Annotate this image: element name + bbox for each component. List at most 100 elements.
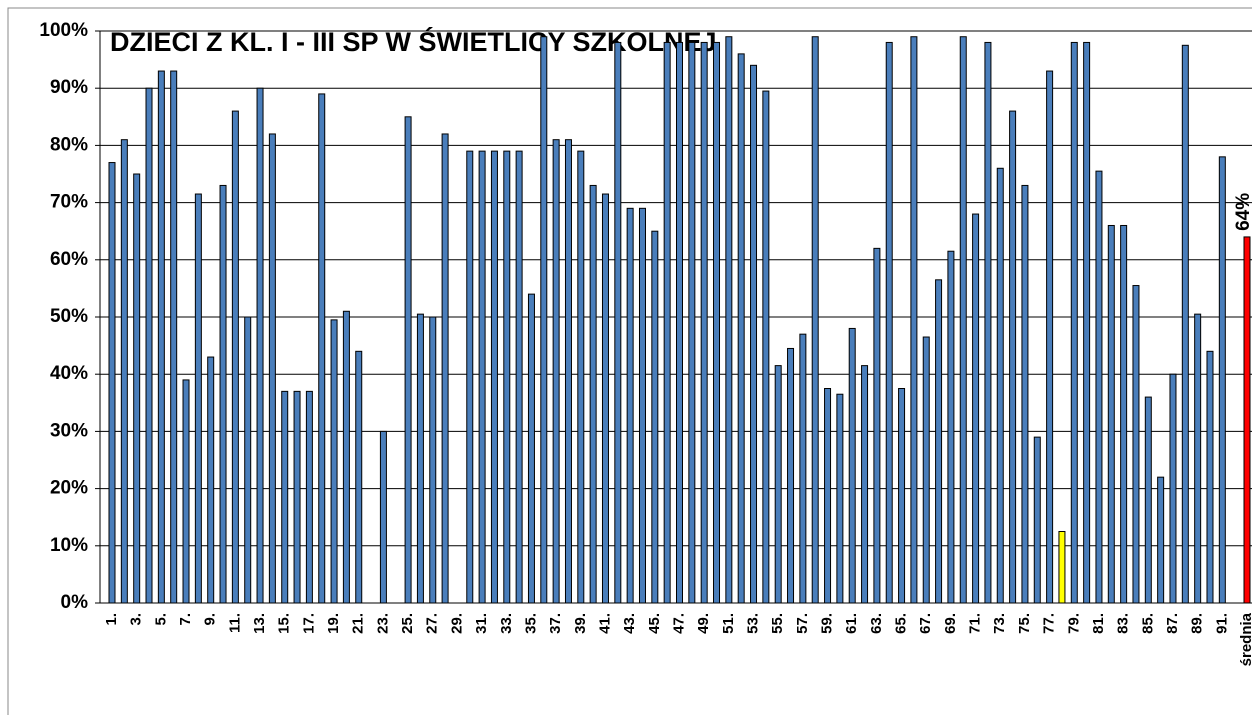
bar — [1033, 436, 1041, 604]
bar — [638, 207, 646, 604]
bar — [108, 162, 116, 604]
x-tick-label: 83. — [1115, 613, 1132, 634]
y-tick-label: 70% — [50, 192, 88, 213]
x-tick-label: 33. — [498, 613, 515, 634]
bar — [503, 150, 511, 604]
x-tick-label: 53. — [744, 613, 761, 634]
bar — [737, 53, 745, 604]
bar — [947, 250, 955, 604]
x-tick-label: 13. — [251, 613, 268, 634]
y-tick-label: 50% — [50, 306, 88, 327]
bar — [207, 356, 215, 604]
x-tick-label: 21. — [350, 613, 367, 634]
bar — [416, 313, 424, 604]
bar — [935, 279, 943, 604]
y-tick-label: 80% — [50, 134, 88, 155]
x-tick-label: 85. — [1139, 613, 1156, 634]
x-tick-label: 39. — [572, 613, 589, 634]
bar — [676, 41, 683, 604]
bar — [663, 41, 671, 604]
x-tick-label: 43. — [621, 613, 638, 634]
bar — [787, 347, 795, 604]
x-tick-label: 59. — [819, 613, 836, 634]
y-tick-label: 100% — [39, 20, 88, 41]
x-tick-label: 91. — [1213, 613, 1230, 634]
bar — [478, 150, 486, 604]
x-tick-label: średnia — [1238, 612, 1252, 666]
bar — [231, 110, 239, 604]
bar — [268, 133, 276, 604]
bar — [527, 293, 535, 604]
x-tick-label: 61. — [843, 613, 860, 634]
bar — [305, 390, 313, 604]
bar — [1132, 285, 1140, 604]
bar — [490, 150, 498, 604]
bar — [552, 139, 560, 604]
x-tick-label: 19. — [325, 613, 342, 634]
bar — [219, 184, 227, 604]
bar — [281, 390, 289, 604]
bar — [1243, 236, 1251, 604]
bar — [441, 133, 449, 604]
bar — [120, 139, 128, 604]
x-tick-label: 63. — [868, 613, 885, 634]
bar — [244, 316, 252, 604]
x-tick-label: 29. — [448, 613, 465, 634]
bar — [836, 393, 844, 604]
bar — [589, 184, 597, 604]
bar — [1169, 373, 1177, 604]
bar — [984, 41, 992, 604]
x-tick-label: 75. — [1016, 613, 1033, 634]
x-tick-label: 89. — [1189, 613, 1206, 634]
bar — [922, 336, 930, 604]
x-tick-label: 1. — [103, 613, 120, 626]
bar — [713, 41, 721, 604]
bar — [861, 365, 869, 604]
x-tick-label: 51. — [720, 613, 737, 634]
bar — [429, 316, 437, 604]
bar — [1157, 476, 1165, 604]
y-tick-label: 90% — [50, 77, 88, 98]
bar — [466, 150, 474, 604]
y-tick-label: 10% — [50, 535, 88, 556]
bar — [725, 36, 733, 604]
bar — [145, 87, 153, 604]
bar — [1095, 170, 1103, 604]
bar — [133, 173, 141, 604]
bar — [972, 213, 980, 604]
bar — [330, 319, 338, 604]
bar — [688, 41, 696, 604]
bar — [824, 388, 832, 604]
x-tick-label: 35. — [522, 613, 539, 634]
bar — [404, 116, 412, 604]
x-tick-label: 7. — [177, 613, 194, 626]
bar — [626, 207, 634, 604]
y-tick-label: 40% — [50, 363, 88, 384]
bar — [355, 350, 363, 604]
bar — [885, 41, 893, 604]
bar — [540, 36, 548, 604]
chart-title: DZIECI Z KL. I - III SP W ŚWIETLICY SZKO… — [110, 26, 717, 57]
x-tick-label: 81. — [1090, 613, 1107, 634]
y-tick-label: 60% — [50, 249, 88, 270]
x-tick-label: 15. — [276, 613, 293, 634]
x-tick-label: 67. — [917, 613, 934, 634]
bar — [898, 388, 906, 604]
bar — [848, 327, 856, 604]
x-tick-label: 87. — [1164, 613, 1181, 634]
bar — [1120, 224, 1128, 604]
x-tick-label: 25. — [399, 613, 416, 634]
bar — [577, 150, 585, 604]
bar — [1046, 70, 1054, 604]
bar — [1009, 110, 1017, 604]
bar — [182, 379, 190, 604]
x-tick-label: 79. — [1065, 613, 1082, 634]
bar — [614, 41, 622, 604]
x-tick-label: 3. — [128, 613, 145, 626]
bar — [774, 365, 782, 604]
x-tick-label: 31. — [473, 613, 490, 634]
bar — [601, 193, 609, 604]
bar — [379, 430, 387, 604]
bar — [811, 36, 819, 604]
